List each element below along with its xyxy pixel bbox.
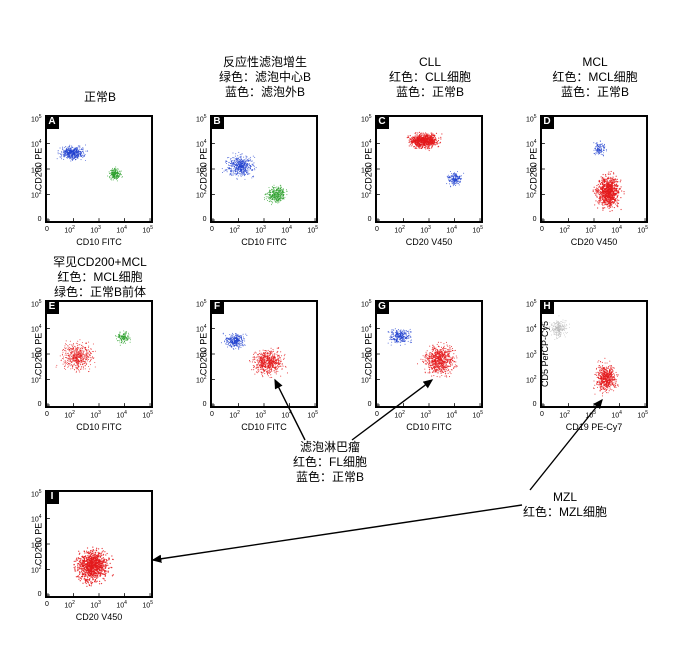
x-ticks: 0102103104105 <box>210 226 318 234</box>
x-ticks: 0102103104105 <box>45 226 153 234</box>
x-axis-label: CD10 FITC <box>45 237 153 247</box>
y-ticks: 0102103104105 <box>31 490 42 598</box>
x-axis-label: CD10 FITC <box>210 237 318 247</box>
y-ticks: 0102103104105 <box>31 115 42 223</box>
y-ticks: 0102103104105 <box>361 300 372 408</box>
y-ticks: 0102103104105 <box>526 300 537 408</box>
panel-G: GCD200 PECD10 FITC0102103104105010210310… <box>375 300 483 408</box>
panel-letter: C <box>375 115 389 129</box>
panel-letter: E <box>45 300 59 314</box>
x-axis-label: CD10 FITC <box>375 422 483 432</box>
panel-letter: A <box>45 115 59 129</box>
title-t3: CLL 红色：CLL细胞 蓝色：正常B <box>350 55 510 100</box>
panel-letter: F <box>210 300 224 314</box>
x-axis-label: CD10 FITC <box>210 422 318 432</box>
arrow <box>153 505 522 560</box>
panel-letter: I <box>45 490 59 504</box>
x-ticks: 0102103104105 <box>45 411 153 419</box>
scatter-plot <box>540 300 648 408</box>
title-t7: MZL 红色：MZL细胞 <box>485 490 645 520</box>
x-ticks: 0102103104105 <box>45 601 153 609</box>
panel-letter: B <box>210 115 224 129</box>
panel-E: ECD200 PECD10 FITC0102103104105010210310… <box>45 300 153 408</box>
title-t6: 滤泡淋巴瘤 红色：FL细胞 蓝色：正常B <box>250 440 410 485</box>
panel-F: FCD200 PECD10 FITC0102103104105010210310… <box>210 300 318 408</box>
x-ticks: 0102103104105 <box>375 411 483 419</box>
y-axis-label: CD5 PerCP-Cy5 <box>540 321 550 387</box>
scatter-plot <box>210 300 318 408</box>
panel-letter: G <box>375 300 389 314</box>
panel-letter: H <box>540 300 554 314</box>
y-ticks: 0102103104105 <box>526 115 537 223</box>
scatter-plot <box>45 115 153 223</box>
y-ticks: 0102103104105 <box>196 115 207 223</box>
panel-B: BCD200 PECD10 FITC0102103104105010210310… <box>210 115 318 223</box>
y-ticks: 0102103104105 <box>361 115 372 223</box>
panel-I: ICD200 PECD20 V4500102103104105010210310… <box>45 490 153 598</box>
title-t2: 反应性滤泡增生 绿色：滤泡中心B 蓝色：滤泡外B <box>185 55 345 100</box>
title-t4: MCL 红色：MCL细胞 蓝色：正常B <box>515 55 675 100</box>
x-axis-label: CD20 V450 <box>375 237 483 247</box>
panel-letter: D <box>540 115 554 129</box>
x-ticks: 0102103104105 <box>375 226 483 234</box>
x-ticks: 0102103104105 <box>210 411 318 419</box>
panel-H: HCD5 PerCP-Cy5CD19 PE-Cy7010210310410501… <box>540 300 648 408</box>
scatter-plot <box>45 300 153 408</box>
x-axis-label: CD20 V450 <box>540 237 648 247</box>
x-axis-label: CD10 FITC <box>45 422 153 432</box>
x-axis-label: CD19 PE-Cy7 <box>540 422 648 432</box>
scatter-plot <box>375 115 483 223</box>
scatter-plot <box>375 300 483 408</box>
title-t5: 罕见CD200+MCL 红色：MCL细胞 绿色：正常B前体 <box>20 255 180 300</box>
x-ticks: 0102103104105 <box>540 226 648 234</box>
panel-A: ACD200 PECD10 FITC0102103104105010210310… <box>45 115 153 223</box>
scatter-plot <box>210 115 318 223</box>
scatter-plot <box>540 115 648 223</box>
x-axis-label: CD20 V450 <box>45 612 153 622</box>
panel-C: CCD200 PECD20 V4500102103104105010210310… <box>375 115 483 223</box>
panel-D: DCD200 PECD20 V4500102103104105010210310… <box>540 115 648 223</box>
scatter-plot <box>45 490 153 598</box>
x-ticks: 0102103104105 <box>540 411 648 419</box>
y-ticks: 0102103104105 <box>196 300 207 408</box>
title-t1: 正常B <box>20 90 180 105</box>
y-ticks: 0102103104105 <box>31 300 42 408</box>
